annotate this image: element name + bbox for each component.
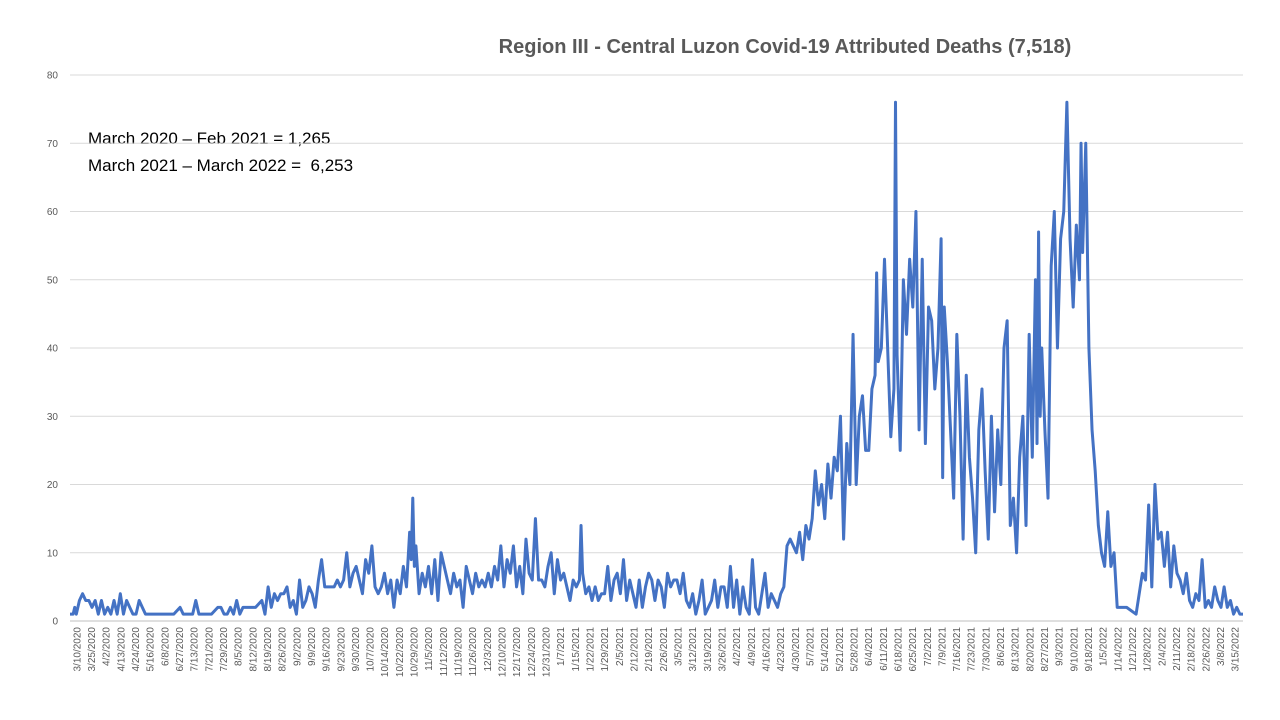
x-tick-label: 1/15/2021 [571, 627, 582, 672]
x-tick-label: 2/18/2022 [1187, 627, 1198, 672]
x-tick-label: 10/29/2020 [410, 627, 421, 677]
x-tick-label: 5/21/2021 [835, 627, 846, 672]
x-tick-label: 1/28/2022 [1143, 627, 1154, 672]
x-tick-label: 8/13/2021 [1011, 627, 1022, 672]
x-tick-label: 2/12/2021 [630, 627, 641, 672]
x-tick-label: 7/9/2021 [937, 627, 948, 666]
x-tick-label: 8/27/2021 [1040, 627, 1051, 672]
x-tick-label: 2/26/2022 [1201, 627, 1212, 672]
x-tick-label: 3/8/2022 [1216, 627, 1227, 666]
x-tick-label: 12/10/2020 [498, 627, 509, 677]
y-tick-label: 60 [47, 207, 59, 218]
x-tick-label: 6/11/2021 [879, 627, 890, 671]
x-tick-label: 5/14/2021 [820, 627, 831, 672]
x-tick-label: 5/16/2020 [146, 627, 157, 672]
x-tick-label: 12/24/2020 [527, 627, 538, 677]
y-tick-label: 80 [47, 71, 59, 82]
x-tick-label: 11/19/2020 [454, 627, 465, 677]
x-tick-label: 2/4/2022 [1157, 627, 1168, 666]
x-tick-label: 8/20/2021 [1025, 627, 1036, 672]
x-tick-label: 6/18/2021 [893, 627, 904, 672]
x-tick-label: 8/6/2021 [996, 627, 1007, 666]
y-tick-label: 30 [47, 412, 59, 423]
x-tick-label: 10/14/2020 [380, 627, 391, 677]
x-tick-label: 8/26/2020 [278, 627, 289, 672]
x-tick-label: 11/26/2020 [468, 627, 479, 677]
annotation-second-year: March 2021 – March 2022 = 6,253 [88, 156, 354, 175]
x-tick-label: 2/19/2021 [644, 627, 655, 672]
series-line-deaths [70, 100, 1243, 616]
y-tick-label: 20 [47, 480, 59, 491]
x-tick-label: 6/8/2020 [160, 627, 171, 666]
y-tick-label: 40 [47, 344, 59, 355]
x-tick-label: 7/13/2020 [190, 627, 201, 672]
x-axis-ticks: 3/10/2020 3/25/2020 4/2/2020 4/13/2020 4/24/… [72, 627, 1241, 677]
x-tick-label: 7/21/2020 [204, 627, 215, 672]
x-tick-label: 4/13/2020 [116, 627, 127, 672]
x-tick-label: 1/14/2022 [1113, 627, 1124, 672]
x-tick-label: 4/2/2021 [732, 627, 743, 666]
x-tick-label: 2/11/2022 [1172, 627, 1183, 671]
x-tick-label: 3/10/2020 [72, 627, 83, 672]
x-tick-label: 9/3/2021 [1055, 627, 1066, 666]
x-tick-label: 12/3/2020 [483, 627, 494, 672]
x-tick-label: 6/25/2021 [908, 627, 919, 672]
x-tick-label: 4/9/2021 [747, 627, 758, 666]
y-axis-ticks: 0 10 20 30 40 50 60 70 80 [47, 71, 59, 628]
x-tick-label: 11/12/2020 [439, 627, 450, 677]
x-tick-label: 3/12/2021 [688, 627, 699, 672]
y-tick-label: 10 [47, 548, 59, 559]
gridlines [70, 74, 1243, 622]
x-tick-label: 7/29/2020 [219, 627, 230, 672]
x-tick-label: 7/2/2021 [923, 627, 934, 666]
x-tick-label: 4/24/2020 [131, 627, 142, 672]
x-tick-label: 7/16/2021 [952, 627, 963, 672]
x-tick-label: 7/23/2021 [967, 627, 978, 672]
y-tick-label: 70 [47, 139, 59, 150]
x-tick-label: 5/7/2021 [805, 627, 816, 666]
x-tick-label: 4/2/2020 [102, 627, 113, 666]
x-tick-label: 4/16/2021 [761, 627, 772, 672]
x-tick-label: 1/21/2022 [1128, 627, 1139, 672]
x-tick-label: 9/9/2020 [307, 627, 318, 666]
chart-title: Region III - Central Luzon Covid-19 Attr… [498, 36, 1072, 58]
x-tick-label: 6/27/2020 [175, 627, 186, 672]
x-tick-label: 6/4/2021 [864, 627, 875, 666]
x-tick-label: 5/28/2021 [849, 627, 860, 672]
x-tick-label: 10/22/2020 [395, 627, 406, 677]
x-tick-label: 3/25/2020 [87, 627, 98, 672]
x-tick-label: 3/15/2022 [1231, 627, 1242, 672]
x-tick-label: 2/5/2021 [615, 627, 626, 666]
x-tick-label: 10/7/2020 [366, 627, 377, 672]
x-tick-label: 3/19/2021 [703, 627, 714, 672]
x-tick-label: 4/23/2021 [776, 627, 787, 672]
y-tick-label: 0 [52, 617, 58, 628]
x-tick-label: 9/2/2020 [292, 627, 303, 666]
x-tick-label: 12/31/2020 [542, 627, 553, 677]
y-tick-label: 50 [47, 275, 59, 286]
x-tick-label: 3/26/2021 [717, 627, 728, 672]
x-tick-label: 1/22/2021 [586, 627, 597, 672]
x-tick-label: 8/5/2020 [234, 627, 245, 666]
x-tick-label: 2/26/2021 [659, 627, 670, 672]
x-tick-label: 8/12/2020 [248, 627, 259, 672]
x-tick-label: 7/30/2021 [981, 627, 992, 672]
x-tick-label: 9/16/2020 [322, 627, 333, 672]
x-tick-label: 1/5/2022 [1099, 627, 1110, 666]
x-tick-label: 8/19/2020 [263, 627, 274, 672]
x-tick-label: 9/18/2021 [1084, 627, 1095, 672]
x-tick-label: 1/29/2021 [600, 627, 611, 672]
x-tick-label: 1/7/2021 [556, 627, 567, 666]
x-tick-label: 9/10/2021 [1069, 627, 1080, 672]
x-tick-label: 9/30/2020 [351, 627, 362, 672]
x-tick-label: 9/23/2020 [336, 627, 347, 672]
x-tick-label: 4/30/2021 [791, 627, 802, 672]
x-tick-label: 11/5/2020 [424, 627, 435, 671]
x-tick-label: 3/5/2021 [673, 627, 684, 666]
x-tick-label: 12/17/2020 [512, 627, 523, 677]
